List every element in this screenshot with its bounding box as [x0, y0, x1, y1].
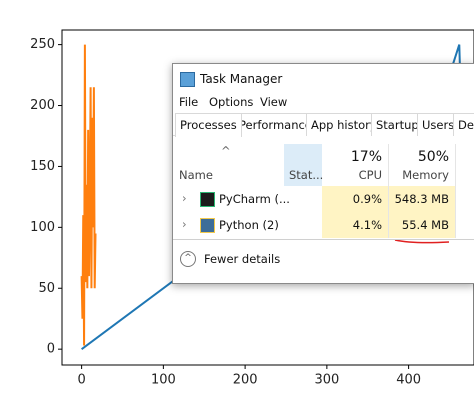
- expand-arrow[interactable]: ›: [182, 191, 187, 205]
- python-icon: [200, 218, 215, 233]
- y-tick-label: 0: [47, 342, 55, 357]
- footer-rule: [173, 239, 474, 240]
- x-tick-label: 300: [314, 373, 339, 388]
- y-tick-label: 200: [30, 98, 55, 113]
- tab[interactable]: App history: [306, 113, 382, 136]
- expand-arrow[interactable]: ›: [182, 217, 187, 231]
- window-title: Task Manager: [200, 72, 283, 86]
- pycharm-icon: [200, 192, 215, 207]
- sorted-header: [284, 144, 322, 186]
- y-tick-label: 50: [38, 281, 55, 296]
- x-tick-label: 200: [233, 373, 258, 388]
- tab[interactable]: Performance: [234, 113, 317, 136]
- col-header[interactable]: CPU: [358, 168, 382, 182]
- task-manager-window: Task Manager File Options View Processes…: [172, 63, 474, 284]
- y-tick-label: 100: [30, 220, 55, 235]
- axes-frame: [61, 29, 474, 366]
- y-tick-label: 250: [30, 37, 55, 52]
- sort-caret: ^: [221, 144, 231, 158]
- memory-value: 55.4 MB: [401, 218, 449, 232]
- tab[interactable]: Startup: [371, 113, 424, 136]
- col-sep: [455, 144, 456, 238]
- x-tick-label: 100: [151, 373, 176, 388]
- fewer-icon[interactable]: ^: [180, 251, 196, 267]
- y-tick-label: 150: [30, 159, 55, 174]
- tab[interactable]: Det: [453, 113, 474, 136]
- cpu-value: 4.1%: [352, 218, 382, 232]
- memory-total: 50%: [417, 149, 449, 165]
- menu-item[interactable]: View: [260, 95, 288, 109]
- menu-item[interactable]: Options: [209, 95, 254, 109]
- col-header[interactable]: Name: [179, 168, 213, 182]
- series-line: [80, 44, 97, 346]
- col-header[interactable]: Stat...: [289, 168, 324, 182]
- col-sep: [388, 144, 389, 238]
- red-underline: [394, 239, 450, 244]
- col-header[interactable]: Memory: [402, 168, 449, 182]
- memory-value: 548.3 MB: [394, 192, 449, 206]
- app-icon: [180, 72, 195, 87]
- x-tick-label: 0: [77, 373, 85, 388]
- cpu-value: 0.9%: [352, 192, 382, 206]
- fewer-details[interactable]: Fewer details: [204, 252, 281, 266]
- cpu-total: 17%: [350, 149, 382, 165]
- process-name[interactable]: PyCharm (...: [219, 192, 290, 206]
- tab[interactable]: Processes: [175, 113, 242, 137]
- menu-item[interactable]: File: [179, 95, 199, 109]
- x-tick-label: 400: [396, 373, 421, 388]
- process-name[interactable]: Python (2): [219, 218, 279, 232]
